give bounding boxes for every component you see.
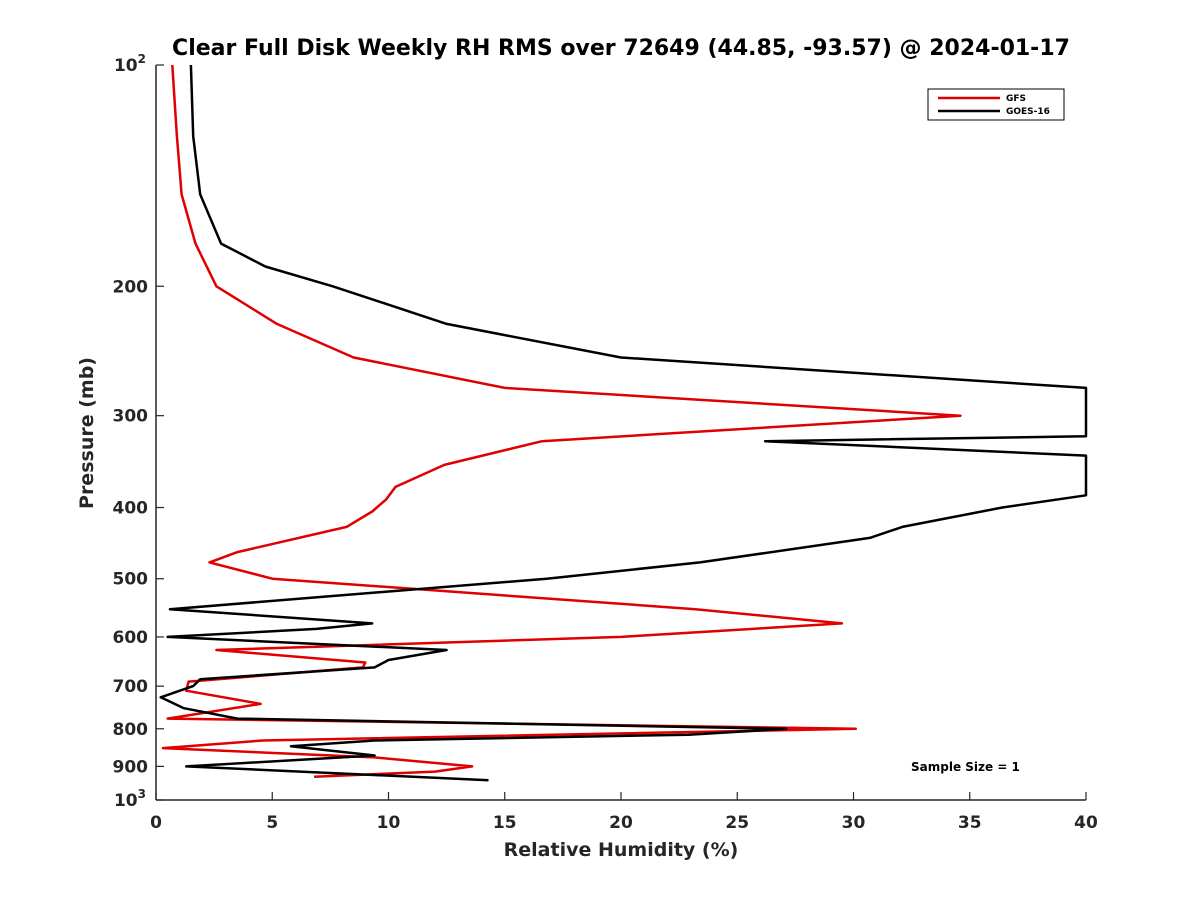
x-axis-ticks: 0 5 10 15 20 25 30 35 40 — [150, 792, 1098, 833]
y-tick-label: 900 — [113, 757, 149, 777]
x-tick-label: 0 — [150, 813, 162, 833]
x-tick-label: 15 — [493, 813, 517, 833]
series-line-goes-16 — [159, 64, 1088, 782]
chart-title: Clear Full Disk Weekly RH RMS over 72649… — [172, 36, 1070, 61]
legend-box — [927, 88, 1065, 121]
y-tick-label: 200 — [113, 277, 149, 297]
x-tick-label: 35 — [958, 813, 982, 833]
y-tick-label: 700 — [113, 677, 149, 697]
x-tick-label: 30 — [842, 813, 866, 833]
legend: GFS GOES-16 — [927, 88, 1065, 121]
y-axis-ticks: 102 200 300 400 500 600 700 800 900 103 — [113, 52, 164, 811]
x-tick-label: 25 — [725, 813, 749, 833]
x-tick-label: 5 — [266, 813, 278, 833]
x-axis-label: Relative Humidity (%) — [504, 839, 739, 861]
x-tick-label: 10 — [377, 813, 401, 833]
y-tick-label: 103 — [114, 787, 146, 811]
legend-label-goes-16: GOES-16 — [1006, 107, 1050, 117]
series-line-gfs — [161, 64, 962, 779]
y-tick-label: 600 — [113, 628, 149, 648]
y-tick-label: 800 — [113, 720, 149, 740]
plot-area — [156, 65, 1086, 800]
series-layer — [159, 64, 1088, 782]
y-tick-label: 300 — [113, 407, 149, 427]
x-tick-label: 40 — [1074, 813, 1098, 833]
x-tick-label: 20 — [609, 813, 633, 833]
legend-label-gfs: GFS — [1006, 94, 1026, 104]
y-tick-label: 400 — [113, 499, 149, 519]
sample-size-annotation: Sample Size = 1 — [911, 760, 1020, 774]
y-tick-label: 102 — [114, 52, 146, 76]
y-axis-label: Pressure (mb) — [76, 357, 98, 509]
y-tick-label: 500 — [113, 570, 149, 590]
